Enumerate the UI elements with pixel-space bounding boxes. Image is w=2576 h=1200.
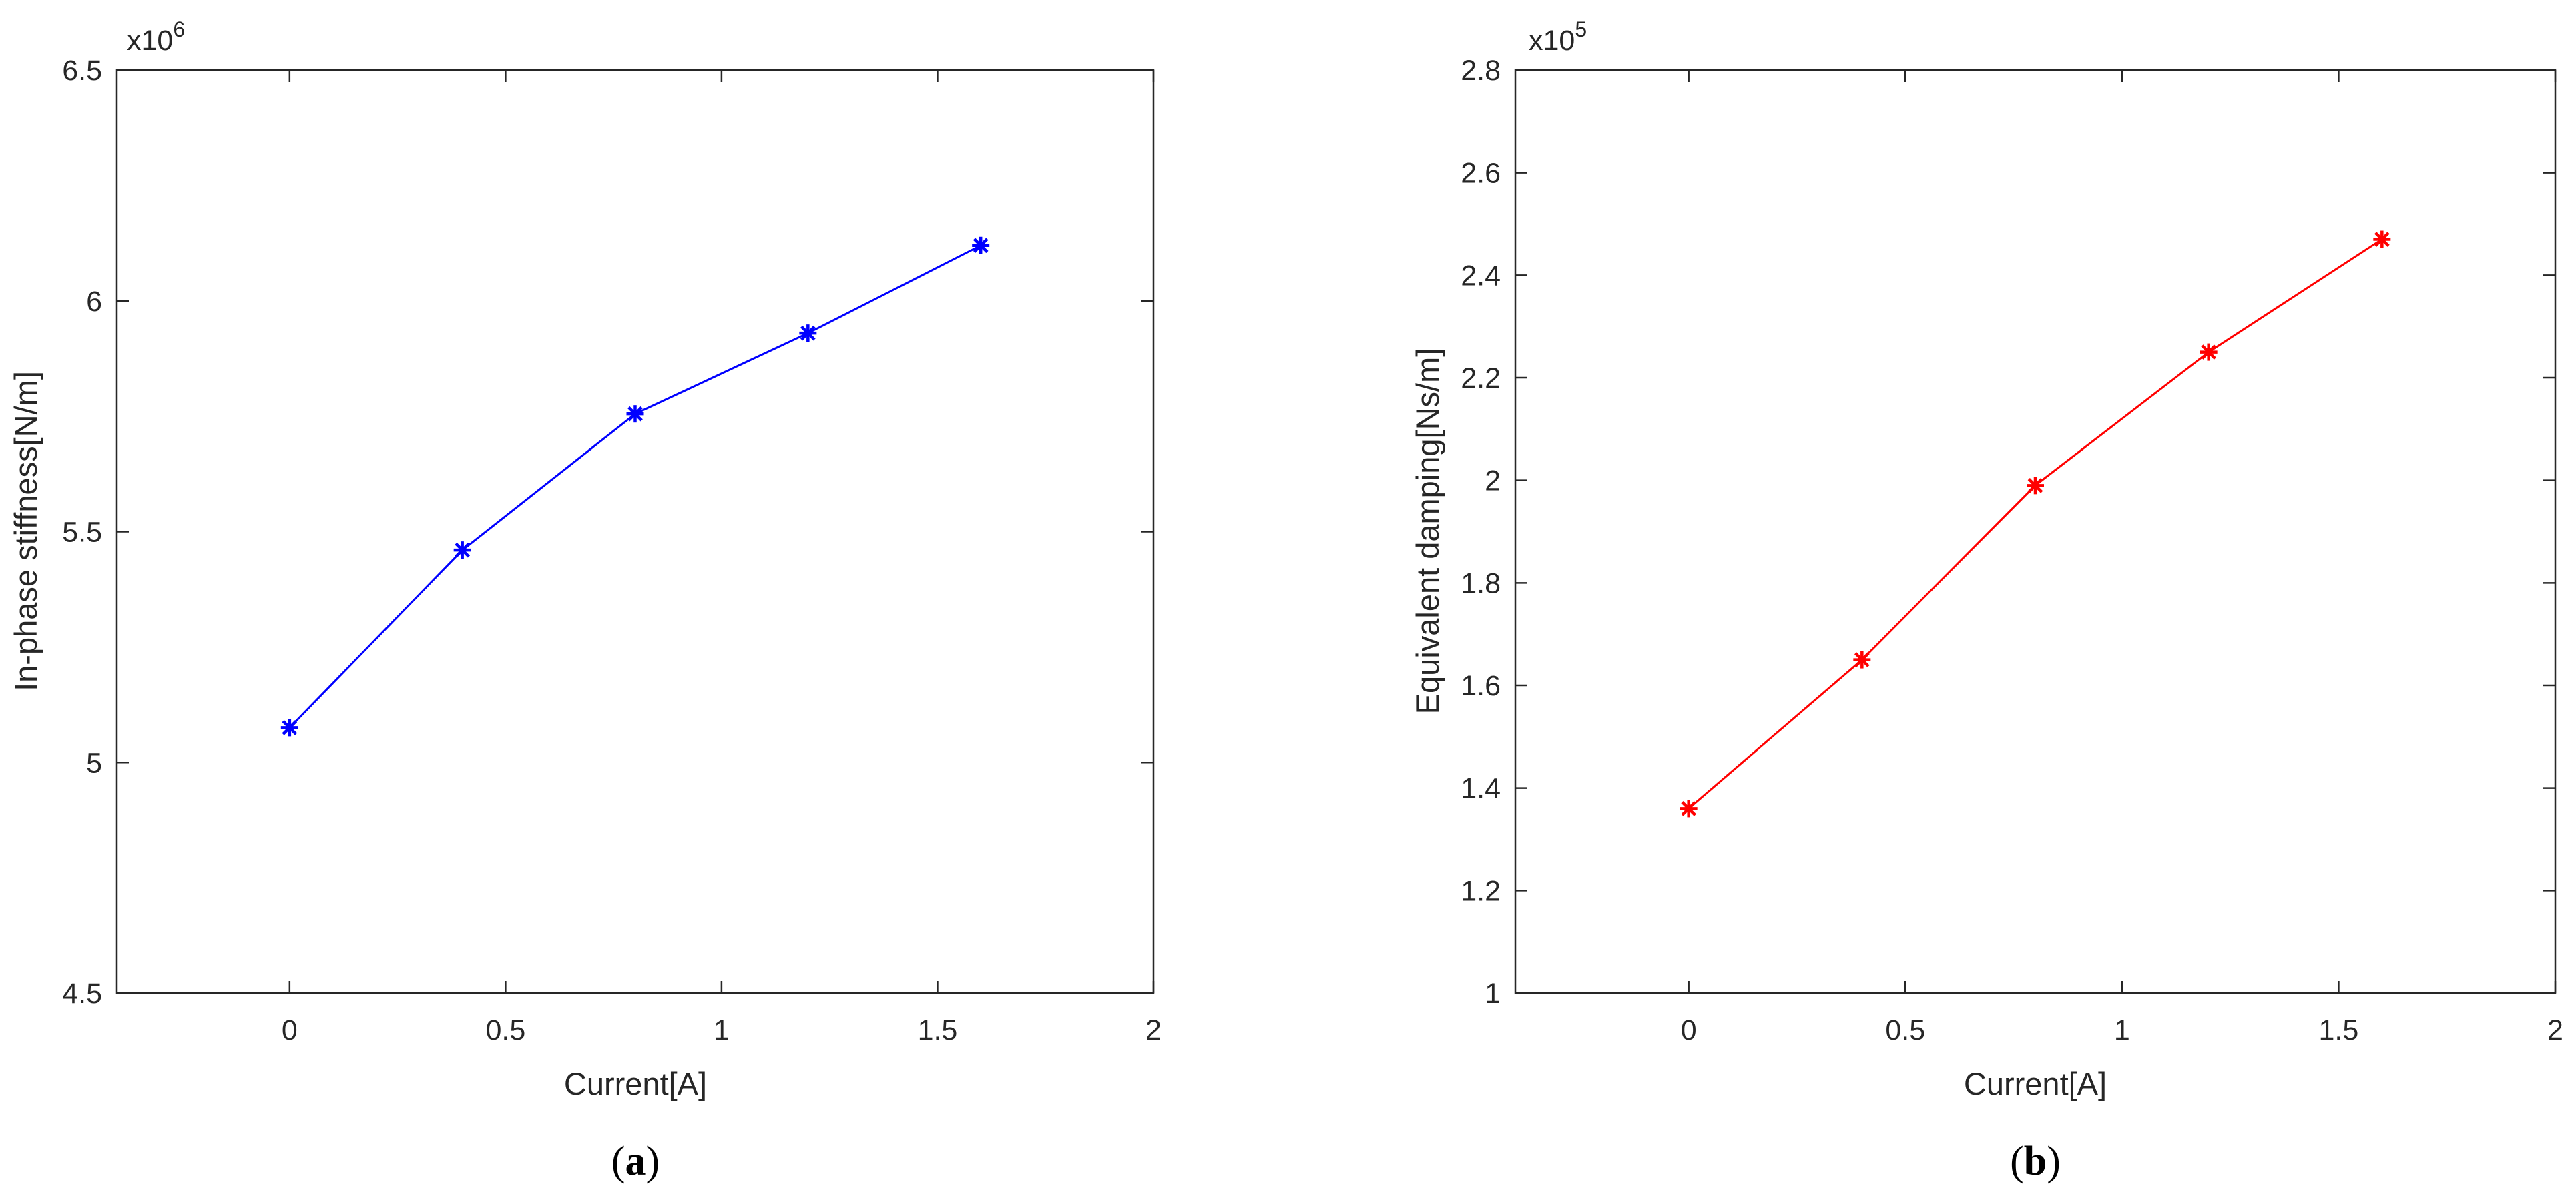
y-tick-label: 1 (1485, 978, 1501, 1010)
x-tick-label: 2 (1145, 1014, 1162, 1046)
series-line (288, 244, 981, 729)
y-tick-label: 1.2 (1461, 875, 1501, 907)
y-tick-label: 1.8 (1461, 567, 1501, 599)
x-tick-label: 1.5 (918, 1014, 958, 1046)
y-tick-label: 1.4 (1461, 773, 1501, 805)
plot-area-frame (115, 69, 1155, 994)
y-exponent-label: x106 (127, 17, 185, 57)
y-tick-label: 5.5 (62, 517, 102, 549)
x-tick-label: 0.5 (485, 1014, 525, 1046)
x-tick-label: 0 (1681, 1014, 1697, 1046)
y-tick-label: 5 (86, 747, 102, 779)
y-tick-label: 6.5 (62, 55, 102, 87)
y-tick-label: 2.4 (1461, 260, 1501, 292)
x-tick-label: 1 (714, 1014, 730, 1046)
plot-area-frame (1514, 69, 2557, 994)
data-point-marker (799, 324, 817, 342)
y-tick-label: 2 (1485, 465, 1501, 497)
tick-label-group: 0 0.5 1 1.5 2 1 1.2 1.4 1.6 1.8 2 2.2 2.4 2.6 2.8 (1461, 55, 2563, 1046)
data-point-marker (2200, 343, 2218, 361)
panel-label-a: (a) (611, 1139, 660, 1184)
y-tick-label: 6 (86, 286, 102, 318)
y-tick-label: 4.5 (62, 978, 102, 1010)
series-line-group (1688, 238, 2383, 810)
series-line (1688, 238, 2383, 810)
y-tick-label: 2.6 (1461, 158, 1501, 190)
marker-group (1680, 230, 2391, 818)
y-exponent-label: x105 (1529, 17, 1587, 57)
y-axis-title: In-phase stiffness[N/m] (8, 371, 43, 691)
x-tick-label: 2 (2547, 1014, 2563, 1046)
y-exponent-power: 5 (1575, 17, 1587, 41)
x-tick-label: 1 (2114, 1014, 2130, 1046)
data-point-marker (280, 719, 298, 737)
panel-label-b: (b) (2010, 1139, 2061, 1184)
y-axis-title: Equivalent damping[Ns/m] (1410, 348, 1445, 715)
marker-group (280, 236, 990, 737)
tick-group (117, 69, 1155, 994)
panel-letter: b (2024, 1139, 2047, 1184)
tick-label-group: 0 0.5 1 1.5 2 4.5 5 5.5 6 6.5 (62, 55, 1162, 1046)
chart-panel-b: 0 0.5 1 1.5 2 1 1.2 1.4 1.6 1.8 2 2.2 2.4 2.6 2.8 x105… (1410, 17, 2563, 1184)
data-point-marker (1853, 651, 1871, 669)
data-point-marker (972, 236, 990, 254)
x-tick-label: 0.5 (1885, 1014, 1925, 1046)
series-line-group (288, 244, 981, 729)
y-exponent-base: x10 (1529, 25, 1575, 57)
y-exponent-base: x10 (127, 25, 173, 57)
y-tick-label: 1.6 (1461, 670, 1501, 702)
x-axis-title: Current[A] (1964, 1066, 2107, 1101)
data-point-marker (2373, 230, 2391, 248)
x-tick-label: 1.5 (2319, 1014, 2359, 1046)
chart-panel-a: 0 0.5 1 1.5 24.555.566.5 x106 Current[A] In-… (8, 17, 1162, 1184)
data-point-marker (626, 405, 644, 423)
y-exponent-power: 6 (173, 17, 185, 41)
data-point-marker (453, 541, 471, 559)
data-point-marker (1680, 800, 1698, 818)
x-tick-label: 0 (282, 1014, 298, 1046)
panel-letter: a (625, 1139, 646, 1184)
y-tick-label: 2.8 (1461, 55, 1501, 87)
y-tick-label: 2.2 (1461, 362, 1501, 394)
x-axis-title: Current[A] (564, 1066, 707, 1101)
data-point-marker (2027, 477, 2044, 495)
tick-group (1515, 69, 2557, 994)
